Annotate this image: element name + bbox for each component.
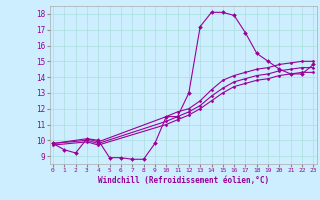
X-axis label: Windchill (Refroidissement éolien,°C): Windchill (Refroidissement éolien,°C) xyxy=(98,176,269,185)
